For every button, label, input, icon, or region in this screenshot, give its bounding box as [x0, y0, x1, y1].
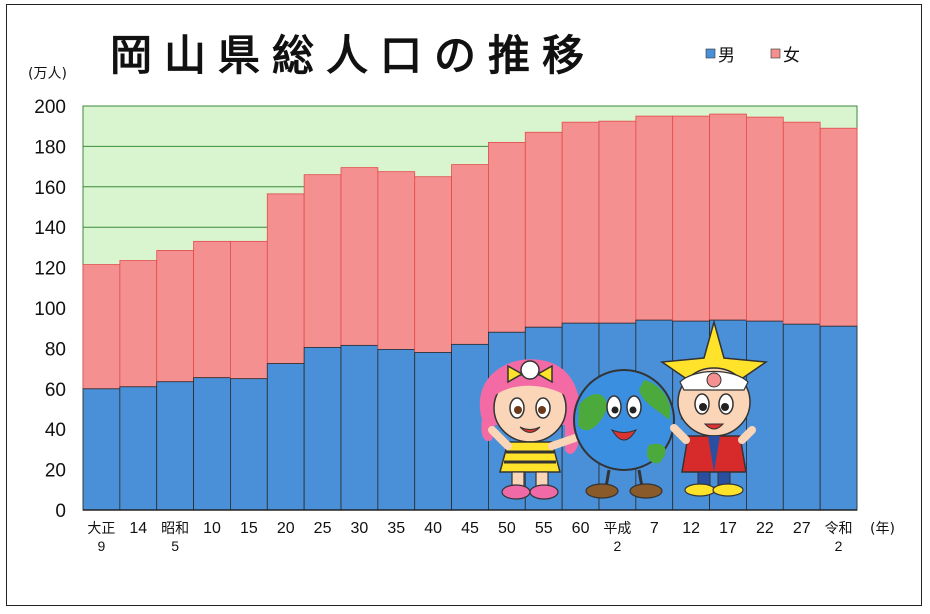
bar-female: [82, 264, 121, 390]
legend-label: 男: [718, 46, 735, 66]
y-tick-label: 20: [45, 461, 66, 482]
bar-female: [635, 115, 674, 321]
y-axis-label: (万人): [28, 66, 67, 82]
y-tick-label: 180: [34, 137, 66, 158]
bar-male: [414, 352, 452, 511]
x-tick-label: 大正: [87, 520, 115, 536]
bar-male: [377, 349, 416, 511]
legend: 男女: [705, 46, 800, 66]
x-tick-label: 27: [793, 520, 811, 537]
bar-male: [230, 378, 268, 511]
y-tick-labels: 0 20 40 60 80 100 120 140 160 180 200: [34, 97, 66, 522]
x-tick-label: 17: [719, 520, 737, 537]
x-tick-label: 14: [129, 520, 147, 537]
x-tick-label: 22: [756, 520, 774, 537]
x-tick-label: 20: [277, 520, 295, 537]
bar-female: [377, 171, 416, 350]
bar-female: [414, 176, 452, 353]
bar-male: [782, 323, 821, 511]
y-tick-label: 160: [34, 178, 66, 199]
bar-female: [451, 164, 489, 345]
momotaro-mascot-icon: [659, 319, 769, 497]
bar-female: [672, 115, 710, 322]
bar-female: [782, 121, 821, 325]
chart-title: 岡山県総人口の推移: [110, 31, 596, 80]
bar-female: [561, 121, 600, 324]
bar-male: [819, 325, 858, 511]
bars: [82, 113, 858, 511]
x-tick-label: 7: [650, 520, 659, 537]
bar-female: [230, 240, 268, 380]
y-tick-label: 200: [34, 97, 66, 118]
x-tick-label: 55: [535, 520, 553, 537]
earth-mascot-icon: [573, 369, 675, 499]
y-tick-label: 140: [34, 218, 66, 239]
bar-male: [266, 363, 305, 511]
bar-male: [156, 381, 194, 511]
bar-female: [488, 141, 526, 333]
x-tick-label: 35: [387, 520, 405, 537]
x-tick-label: 12: [682, 520, 700, 537]
x-tick-label: 10: [203, 520, 221, 537]
bar-female: [193, 240, 231, 379]
bar-female: [524, 131, 563, 328]
x-axis-label: (年): [870, 521, 895, 537]
x-tick-label: 平成: [603, 520, 631, 536]
mascots: [479, 319, 769, 500]
bar-female: [266, 193, 305, 364]
y-tick-label: 120: [34, 259, 66, 280]
x-tick-label: 9: [98, 538, 106, 554]
x-tick-label: 15: [240, 520, 258, 537]
x-tick-label: 40: [424, 520, 442, 537]
legend-label: 女: [783, 46, 800, 66]
x-tick-label: 25: [314, 520, 332, 537]
bar-male: [746, 320, 784, 511]
legend-swatch: [705, 48, 716, 59]
bar-female: [340, 167, 379, 346]
bar-male: [119, 386, 158, 511]
x-tick-label: 令和: [825, 520, 853, 536]
bar-male: [193, 377, 231, 511]
bar-female: [598, 120, 637, 324]
x-tick-label: 2: [614, 538, 622, 554]
legend-swatch: [770, 48, 781, 59]
y-tick-label: 100: [34, 299, 66, 320]
y-tick-label: 40: [45, 420, 66, 441]
y-tick-label: 60: [45, 380, 66, 401]
x-tick-label: 60: [572, 520, 590, 537]
x-tick-label: 5: [171, 538, 179, 554]
y-tick-label: 0: [55, 501, 66, 522]
bar-female: [709, 113, 747, 321]
bar-female: [303, 174, 342, 348]
bar-male: [340, 344, 379, 511]
girl-mascot-icon: [479, 359, 581, 500]
x-tick-label: 昭和: [161, 520, 189, 536]
x-tick-label: 45: [461, 520, 479, 537]
bar-female: [746, 116, 784, 322]
bar-female: [156, 250, 194, 383]
x-tick-label: 30: [351, 520, 369, 537]
bar-male: [303, 346, 342, 511]
bar-female: [819, 127, 858, 327]
bar-female: [119, 260, 158, 388]
y-tick-label: 80: [45, 339, 66, 360]
x-tick-label: 50: [498, 520, 516, 537]
x-tick-label: 2: [835, 538, 843, 554]
bar-male: [82, 388, 121, 511]
